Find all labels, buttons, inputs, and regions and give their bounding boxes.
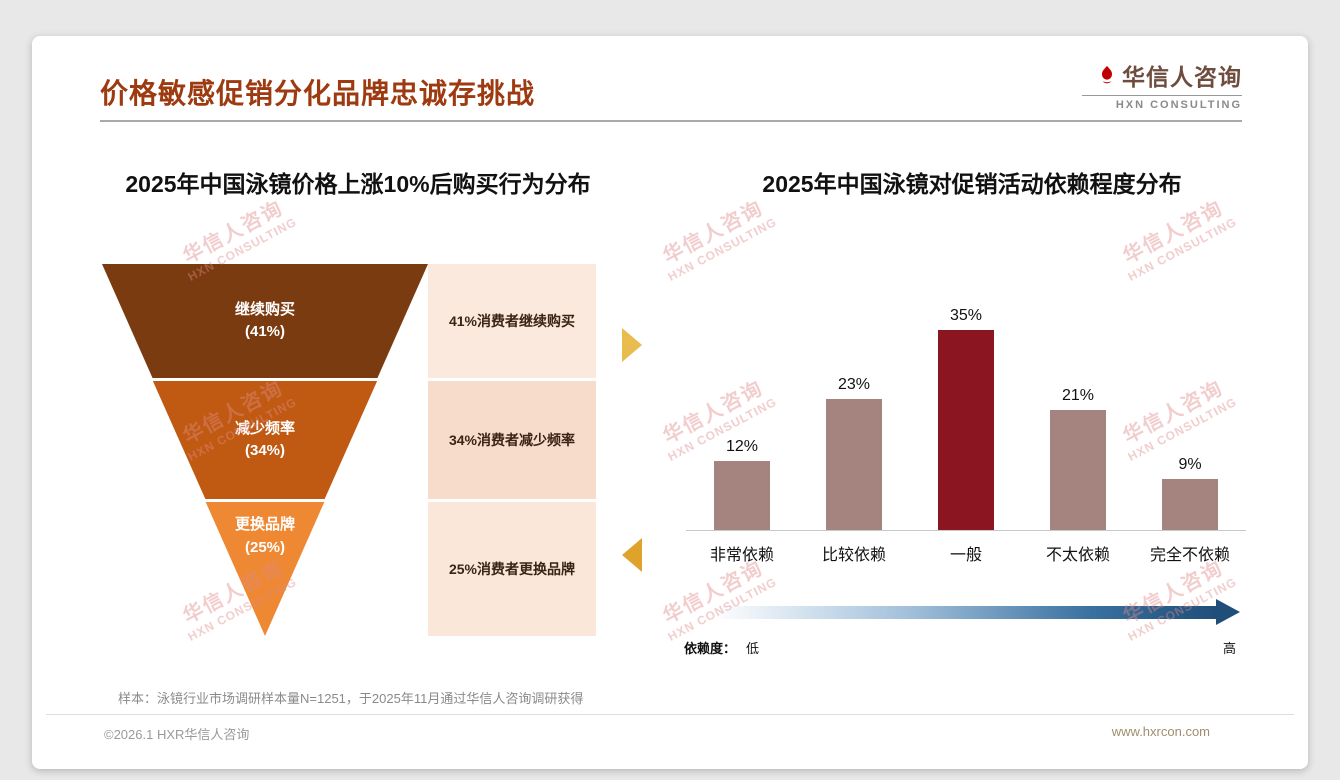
bar <box>714 461 770 530</box>
bar <box>1162 479 1218 530</box>
bar-col-2: 35% <box>910 307 1022 530</box>
bar-col-4: 9% <box>1134 456 1246 530</box>
funnel-stage-2: 更换品牌 (25%) <box>205 502 325 636</box>
slide-card: 价格敏感促销分化品牌忠诚存挑战 华信人咨询 HXN CONSULTING 202… <box>32 36 1308 769</box>
bar <box>1050 410 1106 530</box>
funnel-chart-title: 2025年中国泳镜价格上涨10%后购买行为分布 <box>125 171 591 197</box>
bar-value-label: 9% <box>1178 456 1202 473</box>
funnel-stages: 继续购买 (41%) 减少频率 (34%) 更换品牌 (25%) <box>102 264 428 636</box>
footer-copyright: ©2026.1 HXR华信人咨询 <box>104 727 250 742</box>
watermark: 华信人咨询 HXN CONSULTING <box>1119 196 1240 284</box>
watermark: 华信人咨询 HXN CONSULTING <box>659 196 780 284</box>
funnel-annotation-2: 25%消费者更换品牌 <box>428 502 596 636</box>
dependency-gradient-arrowhead-icon <box>1216 599 1240 625</box>
bar-category-label: 一般 <box>949 547 982 564</box>
bar-category-label: 非常依赖 <box>709 547 774 564</box>
flame-logo-icon <box>1097 65 1117 85</box>
bar <box>938 330 994 530</box>
bar-value-label: 12% <box>725 438 759 455</box>
funnel-chart: 继续购买 (41%) 减少频率 (34%) 更换品牌 (25%) 41%消费者继续购买 34… <box>102 264 596 636</box>
bar-plot: 12% 23% 35% 21% 9% <box>686 298 1246 530</box>
funnel-annotation-1: 34%消费者减少频率 <box>428 381 596 499</box>
funnel-stage-0: 继续购买 (41%) <box>102 264 428 378</box>
funnel-stage-1: 减少频率 (34%) <box>152 381 378 499</box>
bar-categories: 非常依赖 比较依赖 一般 不太依赖 完全不依赖 <box>686 530 1246 565</box>
bar-category-label: 完全不依赖 <box>1149 547 1230 564</box>
bar-category-label: 比较依赖 <box>821 547 886 564</box>
footer-website: www.hxrcon.com <box>1111 724 1210 739</box>
connector-arrow-right-icon <box>622 328 642 362</box>
connector-arrow-left-icon <box>622 538 642 572</box>
bar-col-0: 12% <box>686 438 798 530</box>
bar-value-label: 35% <box>949 307 983 324</box>
dependency-axis: 依赖度： 低 高 <box>684 638 1246 656</box>
funnel-stage-label: 继续购买 (41%) <box>234 300 295 341</box>
dependency-axis-low: 低 <box>746 641 760 656</box>
bar <box>826 399 882 530</box>
bar-category-label: 不太依赖 <box>1045 547 1110 564</box>
dependency-axis-label: 依赖度： <box>684 641 737 656</box>
funnel-stage-label: 减少频率 (34%) <box>234 419 295 460</box>
title-divider <box>100 120 1242 122</box>
funnel-annotations: 41%消费者继续购买 34%消费者减少频率 25%消费者更换品牌 <box>428 264 596 636</box>
funnel-annotation-0: 41%消费者继续购买 <box>428 264 596 378</box>
bar-col-3: 21% <box>1022 387 1134 530</box>
logo-name-cn: 华信人咨询 <box>1122 64 1242 90</box>
funnel-stage-label: 更换品牌 (25%) <box>234 516 295 556</box>
page-title: 价格敏感促销分化品牌忠诚存挑战 <box>100 78 536 109</box>
bar-value-label: 23% <box>837 376 871 393</box>
sample-footnote: 样本：泳镜行业市场调研样本量N=1251，于2025年11月通过华信人咨询调研获… <box>118 691 584 706</box>
bar-col-1: 23% <box>798 376 910 530</box>
dependency-axis-high: 高 <box>1222 641 1236 656</box>
footer-divider <box>46 714 1294 715</box>
bar-chart-title: 2025年中国泳镜对促销活动依赖程度分布 <box>762 171 1182 197</box>
dependency-gradient-arrow <box>712 606 1216 619</box>
logo-name-en: HXN CONSULTING <box>1082 95 1242 111</box>
company-logo: 华信人咨询 HXN CONSULTING <box>1082 58 1242 111</box>
bar-value-label: 21% <box>1061 387 1095 404</box>
